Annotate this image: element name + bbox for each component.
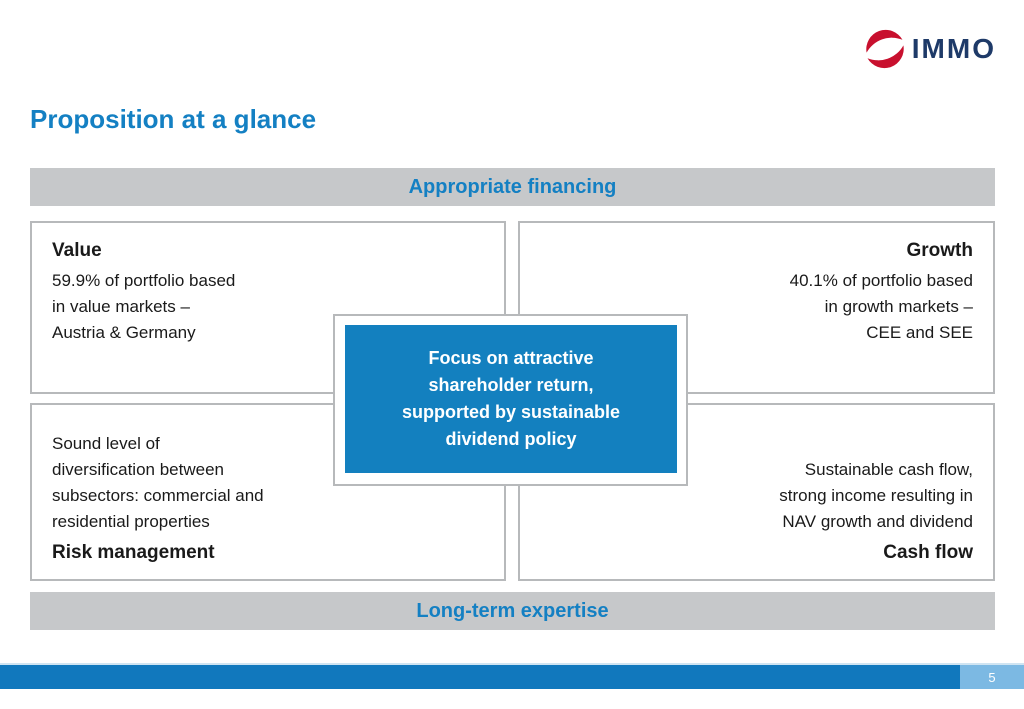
banner-long-term-expertise: Long-term expertise (30, 592, 995, 630)
page-title: Proposition at a glance (30, 104, 317, 134)
quadrant-heading-risk-management: Risk management (52, 542, 215, 563)
quadrant-heading-value: Value (52, 240, 102, 261)
quadrant-heading-cash-flow: Cash flow (883, 542, 973, 563)
quadrant-body-cash-flow: Sustainable cash flow, strong income res… (779, 460, 973, 531)
center-highlight-box: Focus on attractive shareholder return, … (345, 325, 677, 473)
quadrant-body-risk-management: Sound level of diversification between s… (52, 434, 264, 531)
quadrant-body-growth: 40.1% of portfolio based in growth marke… (789, 271, 973, 342)
quadrant-heading-growth: Growth (906, 240, 974, 261)
simmo-s-icon (866, 29, 904, 69)
page-number-badge: 5 (960, 665, 1024, 689)
quadrant-body-value: 59.9% of portfolio based in value market… (52, 271, 236, 342)
quadrant-growth: Growth 40.1% of portfolio based in growt… (518, 221, 995, 394)
quadrant-cash-flow: Sustainable cash flow, strong income res… (518, 403, 995, 581)
logo-wordmark: IMMO (911, 33, 996, 64)
quadrant-value: Value 59.9% of portfolio based in value … (30, 221, 506, 394)
footer-bar: 5 (0, 663, 1024, 689)
banner-appropriate-financing: Appropriate financing (30, 168, 995, 206)
page-number: 5 (988, 669, 996, 685)
simmo-logo: IMMO (862, 26, 996, 72)
